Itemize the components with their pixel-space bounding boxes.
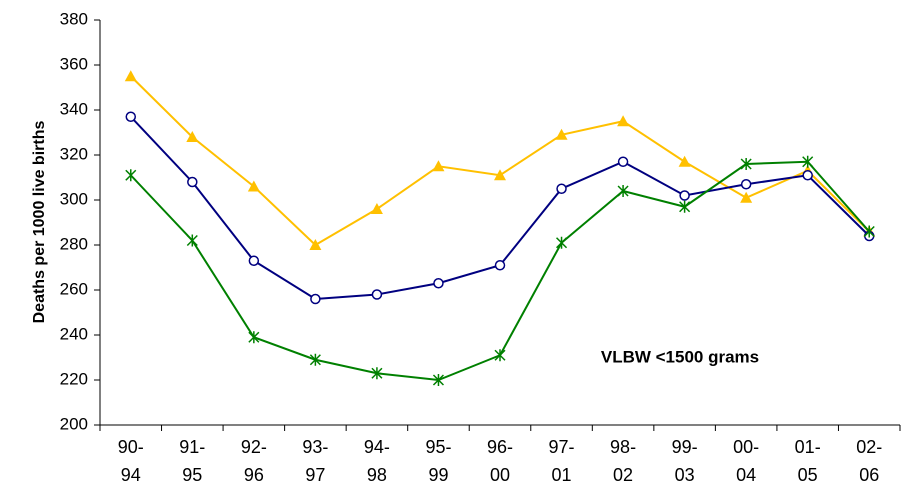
marker — [371, 289, 383, 300]
marker — [186, 131, 199, 142]
marker — [248, 255, 260, 266]
y-tick-label: 220 — [60, 369, 88, 388]
marker — [186, 234, 198, 247]
marker — [679, 190, 690, 201]
marker — [678, 155, 691, 167]
marker — [370, 203, 383, 214]
marker — [187, 176, 198, 188]
y-tick-label: 300 — [60, 189, 88, 208]
marker — [309, 353, 321, 366]
x-tick-label: 01-05 — [794, 437, 821, 485]
annotation: VLBW <1500 grams — [601, 347, 759, 366]
marker — [248, 331, 260, 344]
marker — [555, 128, 568, 140]
marker — [617, 156, 629, 167]
marker — [432, 374, 444, 386]
marker — [617, 185, 629, 197]
marker — [125, 169, 137, 182]
x-tick-label: 96-00 — [486, 437, 513, 485]
marker — [556, 236, 568, 249]
marker — [125, 111, 137, 122]
y-tick-label: 280 — [60, 234, 88, 253]
series-line — [130, 75, 870, 247]
marker — [247, 180, 260, 192]
marker — [124, 70, 137, 82]
marker — [679, 200, 691, 213]
marker — [371, 367, 383, 380]
marker — [802, 170, 813, 181]
y-tick-label: 360 — [60, 54, 88, 73]
x-tick-label: 99-03 — [671, 437, 698, 485]
y-tick-label: 320 — [60, 144, 88, 163]
marker — [740, 158, 752, 170]
y-tick-label: 240 — [60, 324, 88, 343]
marker — [494, 260, 506, 271]
marker — [740, 179, 752, 190]
marker — [433, 278, 444, 289]
marker — [617, 115, 630, 127]
y-tick-label: 380 — [60, 9, 88, 28]
x-tick-label: 93-97 — [302, 437, 329, 485]
marker — [310, 293, 321, 305]
y-tick-label: 340 — [60, 99, 88, 118]
marker — [494, 169, 506, 181]
marker — [740, 191, 753, 203]
marker — [432, 160, 445, 172]
x-tick-label: 97-01 — [548, 437, 575, 485]
y-axis-label: Deaths per 1000 live births — [31, 121, 48, 324]
marker — [556, 183, 567, 194]
x-tick-label: 91-95 — [179, 437, 206, 485]
x-tick-label: 90-94 — [117, 437, 144, 485]
x-tick-label: 02-06 — [856, 437, 883, 485]
x-tick-label: 98-02 — [610, 437, 637, 485]
marker — [309, 239, 322, 250]
marker — [863, 225, 875, 238]
y-tick-label: 200 — [60, 414, 88, 433]
marker — [802, 155, 814, 168]
x-tick-label: 95-99 — [425, 437, 452, 485]
x-tick-label: 92-96 — [240, 437, 267, 485]
series-line — [130, 116, 870, 301]
y-tick-label: 260 — [60, 279, 88, 298]
x-tick-label: 00-04 — [733, 437, 760, 485]
x-tick-label: 94-98 — [363, 437, 390, 485]
marker — [494, 349, 506, 362]
